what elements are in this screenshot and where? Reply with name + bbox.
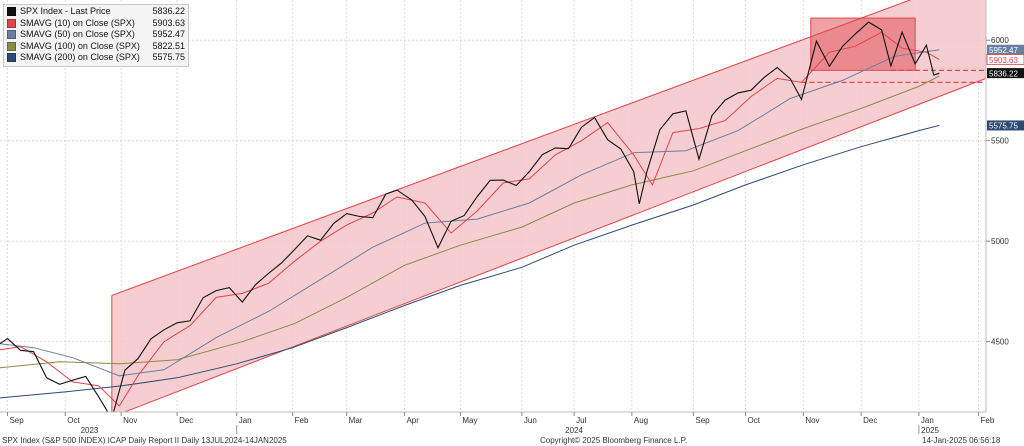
x-tick-label: Nov [123,416,137,425]
x-tick-label: May [462,416,477,425]
consolidation-box [810,17,916,71]
legend-item-sma200: SMAVG (200) on Close (SPX) 5575.75 [7,52,185,64]
x-tick-label: Dec [863,416,877,425]
legend-swatch-sma100 [7,41,16,51]
footer-source: SPX Index (S&P 500 INDEX) ICAP Daily Rep… [2,436,287,445]
x-tick-label: Jan [921,416,934,425]
value-tag-label: 5903.63 [989,56,1018,65]
legend-value-sma100: 5822.51 [152,40,185,51]
y-tick-label: 5000 [991,237,1009,246]
footer-timestamp: 14-Jan-2025 06:56:18 [922,436,1001,445]
legend-swatch-sma50 [7,30,16,40]
legend-name-sma10: SMAVG (10) on Close (SPX) [20,17,135,28]
x-tick-label: Jan [239,416,252,425]
sma200-line [0,124,940,399]
legend-name-spx: SPX Index - Last Price [20,6,111,16]
legend-name-sma200: SMAVG (200) on Close (SPX) [20,52,140,62]
legend-name-sma50: SMAVG (50) on Close (SPX) [20,29,135,39]
x-tick-label: Dec [179,416,193,425]
legend-value-sma50: 5952.47 [152,29,185,39]
sma100-line [0,75,940,369]
value-tag [987,120,1024,131]
channel-lower-line [111,77,987,418]
value-tag-label: 5575.75 [989,122,1018,131]
value-tag [987,44,1024,55]
x-tick-label: Oct [67,416,80,425]
x-tick-label: Feb [295,416,309,425]
legend-value-sma10: 5903.63 [152,17,185,28]
value-tag [986,54,1024,65]
year-label: 2023 [81,426,99,435]
chart-legend: SPX Index - Last Price 5836.22 SMAVG (10… [3,4,189,67]
legend-swatch-spx [7,7,16,17]
value-tag-label: 5836.22 [989,69,1018,78]
channel-fill [111,0,986,412]
legend-item-sma10: SMAVG (10) on Close (SPX) 5903.63 [7,18,185,30]
year-label: 2024 [565,426,583,435]
legend-value-sma200: 5575.75 [152,52,185,62]
y-tick-label: 6000 [991,36,1009,45]
year-label: 2025 [921,426,939,435]
x-tick-label: Apr [406,416,419,425]
x-tick-label: Aug [634,416,648,425]
y-tick-label: 4500 [991,338,1009,347]
sma10-line [0,31,940,407]
legend-item-spx: SPX Index - Last Price 5836.22 [7,6,185,18]
x-tick-label: Sep [695,416,710,425]
legend-item-sma50: SMAVG (50) on Close (SPX) 5952.47 [7,29,185,41]
x-tick-label: Nov [805,416,819,425]
y-tick-label: 5500 [991,137,1009,146]
value-tag [987,68,1024,79]
legend-swatch-sma10 [7,18,16,28]
legend-value-spx: 5836.22 [152,6,185,16]
x-tick-label: Jun [524,416,537,425]
footer-copyright: Copyright© 2025 Bloomberg Finance L.P. [540,436,688,445]
legend-item-sma100: SMAVG (100) on Close (SPX) 5822.51 [7,41,185,53]
x-tick-label: Oct [748,416,761,425]
value-tag-label: 5952.47 [989,46,1018,55]
legend-swatch-sma200 [7,53,16,63]
x-axis-panel [0,412,1024,446]
spx-price-line [0,21,940,420]
x-tick-label: Feb [981,416,995,425]
legend-name-sma100: SMAVG (100) on Close (SPX) [20,40,140,51]
x-tick-label: Sep [9,416,24,425]
x-tick-label: Jul [576,416,586,425]
x-tick-label: Mar [349,416,363,425]
